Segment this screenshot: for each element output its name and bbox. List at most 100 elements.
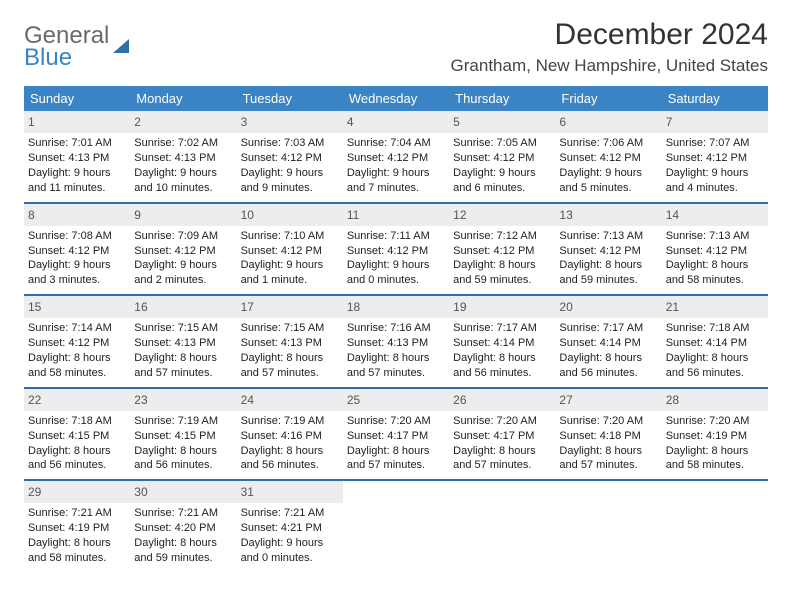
daylight-text: and 58 minutes. [666, 458, 764, 473]
day-header: Friday [555, 86, 661, 111]
sunrise-text: Sunrise: 7:21 AM [134, 506, 232, 521]
day-cell: 23Sunrise: 7:19 AMSunset: 4:15 PMDayligh… [130, 389, 236, 480]
sunrise-text: Sunrise: 7:13 AM [666, 229, 764, 244]
daylight-text: Daylight: 8 hours [559, 444, 657, 459]
daylight-text: and 57 minutes. [347, 366, 445, 381]
daylight-text: and 58 minutes. [28, 551, 126, 566]
sunset-text: Sunset: 4:12 PM [241, 151, 339, 166]
daylight-text: Daylight: 8 hours [241, 351, 339, 366]
daylight-text: and 5 minutes. [559, 181, 657, 196]
sunrise-text: Sunrise: 7:06 AM [559, 136, 657, 151]
daylight-text: and 56 minutes. [559, 366, 657, 381]
sunrise-text: Sunrise: 7:21 AM [241, 506, 339, 521]
sunset-text: Sunset: 4:19 PM [28, 521, 126, 536]
daylight-text: Daylight: 9 hours [559, 166, 657, 181]
sunset-text: Sunset: 4:12 PM [559, 151, 657, 166]
day-number: 27 [555, 389, 661, 411]
daylight-text: and 3 minutes. [28, 273, 126, 288]
day-cell: 3Sunrise: 7:03 AMSunset: 4:12 PMDaylight… [237, 111, 343, 202]
day-cell: 4Sunrise: 7:04 AMSunset: 4:12 PMDaylight… [343, 111, 449, 202]
sunrise-text: Sunrise: 7:12 AM [453, 229, 551, 244]
logo-sail-icon [111, 37, 133, 59]
day-header: Monday [130, 86, 236, 111]
day-cell: 20Sunrise: 7:17 AMSunset: 4:14 PMDayligh… [555, 296, 661, 387]
daylight-text: Daylight: 9 hours [134, 166, 232, 181]
day-cell: 6Sunrise: 7:06 AMSunset: 4:12 PMDaylight… [555, 111, 661, 202]
day-number: 13 [555, 204, 661, 226]
day-number: 7 [662, 111, 768, 133]
daylight-text: and 6 minutes. [453, 181, 551, 196]
sunset-text: Sunset: 4:17 PM [453, 429, 551, 444]
location-label: Grantham, New Hampshire, United States [451, 56, 768, 76]
sunset-text: Sunset: 4:12 PM [666, 151, 764, 166]
daylight-text: and 58 minutes. [28, 366, 126, 381]
day-number: 1 [24, 111, 130, 133]
day-number: 31 [237, 481, 343, 503]
sunset-text: Sunset: 4:12 PM [559, 244, 657, 259]
daylight-text: and 59 minutes. [134, 551, 232, 566]
daylight-text: Daylight: 8 hours [134, 444, 232, 459]
daylight-text: and 57 minutes. [241, 366, 339, 381]
week-row: 8Sunrise: 7:08 AMSunset: 4:12 PMDaylight… [24, 202, 768, 295]
sunset-text: Sunset: 4:12 PM [453, 151, 551, 166]
week-row: 22Sunrise: 7:18 AMSunset: 4:15 PMDayligh… [24, 387, 768, 480]
sunrise-text: Sunrise: 7:18 AM [666, 321, 764, 336]
sunset-text: Sunset: 4:12 PM [28, 244, 126, 259]
sunrise-text: Sunrise: 7:10 AM [241, 229, 339, 244]
logo: General Blue [24, 24, 133, 70]
week-row: 1Sunrise: 7:01 AMSunset: 4:13 PMDaylight… [24, 111, 768, 202]
day-cell: 27Sunrise: 7:20 AMSunset: 4:18 PMDayligh… [555, 389, 661, 480]
sunrise-text: Sunrise: 7:07 AM [666, 136, 764, 151]
day-number: 15 [24, 296, 130, 318]
daylight-text: and 1 minute. [241, 273, 339, 288]
sunrise-text: Sunrise: 7:15 AM [134, 321, 232, 336]
day-cell [449, 481, 555, 572]
sunrise-text: Sunrise: 7:15 AM [241, 321, 339, 336]
sunset-text: Sunset: 4:13 PM [134, 151, 232, 166]
sunset-text: Sunset: 4:20 PM [134, 521, 232, 536]
sunrise-text: Sunrise: 7:18 AM [28, 414, 126, 429]
daylight-text: Daylight: 8 hours [559, 351, 657, 366]
day-cell: 10Sunrise: 7:10 AMSunset: 4:12 PMDayligh… [237, 204, 343, 295]
day-cell: 11Sunrise: 7:11 AMSunset: 4:12 PMDayligh… [343, 204, 449, 295]
sunset-text: Sunset: 4:12 PM [666, 244, 764, 259]
day-cell: 28Sunrise: 7:20 AMSunset: 4:19 PMDayligh… [662, 389, 768, 480]
daylight-text: Daylight: 8 hours [241, 444, 339, 459]
day-number: 25 [343, 389, 449, 411]
sunset-text: Sunset: 4:15 PM [134, 429, 232, 444]
sunset-text: Sunset: 4:12 PM [453, 244, 551, 259]
daylight-text: Daylight: 8 hours [28, 444, 126, 459]
daylight-text: Daylight: 8 hours [453, 351, 551, 366]
daylight-text: Daylight: 8 hours [666, 444, 764, 459]
day-cell: 24Sunrise: 7:19 AMSunset: 4:16 PMDayligh… [237, 389, 343, 480]
week-row: 29Sunrise: 7:21 AMSunset: 4:19 PMDayligh… [24, 479, 768, 572]
logo-text: General Blue [24, 24, 109, 70]
day-cell: 2Sunrise: 7:02 AMSunset: 4:13 PMDaylight… [130, 111, 236, 202]
day-cell: 18Sunrise: 7:16 AMSunset: 4:13 PMDayligh… [343, 296, 449, 387]
daylight-text: and 56 minutes. [666, 366, 764, 381]
sunrise-text: Sunrise: 7:13 AM [559, 229, 657, 244]
day-number: 9 [130, 204, 236, 226]
daylight-text: and 0 minutes. [347, 273, 445, 288]
daylight-text: Daylight: 9 hours [28, 258, 126, 273]
sunrise-text: Sunrise: 7:20 AM [453, 414, 551, 429]
day-cell: 22Sunrise: 7:18 AMSunset: 4:15 PMDayligh… [24, 389, 130, 480]
daylight-text: Daylight: 8 hours [453, 258, 551, 273]
header: General Blue December 2024 Grantham, New… [24, 18, 768, 76]
day-number: 30 [130, 481, 236, 503]
day-cell: 8Sunrise: 7:08 AMSunset: 4:12 PMDaylight… [24, 204, 130, 295]
day-number: 8 [24, 204, 130, 226]
sunset-text: Sunset: 4:13 PM [28, 151, 126, 166]
day-cell: 29Sunrise: 7:21 AMSunset: 4:19 PMDayligh… [24, 481, 130, 572]
daylight-text: and 9 minutes. [241, 181, 339, 196]
sunrise-text: Sunrise: 7:03 AM [241, 136, 339, 151]
sunrise-text: Sunrise: 7:01 AM [28, 136, 126, 151]
day-number: 14 [662, 204, 768, 226]
sunset-text: Sunset: 4:12 PM [28, 336, 126, 351]
calendar: Sunday Monday Tuesday Wednesday Thursday… [24, 86, 768, 572]
sunrise-text: Sunrise: 7:04 AM [347, 136, 445, 151]
daylight-text: and 10 minutes. [134, 181, 232, 196]
day-cell: 9Sunrise: 7:09 AMSunset: 4:12 PMDaylight… [130, 204, 236, 295]
day-number: 24 [237, 389, 343, 411]
day-number: 19 [449, 296, 555, 318]
